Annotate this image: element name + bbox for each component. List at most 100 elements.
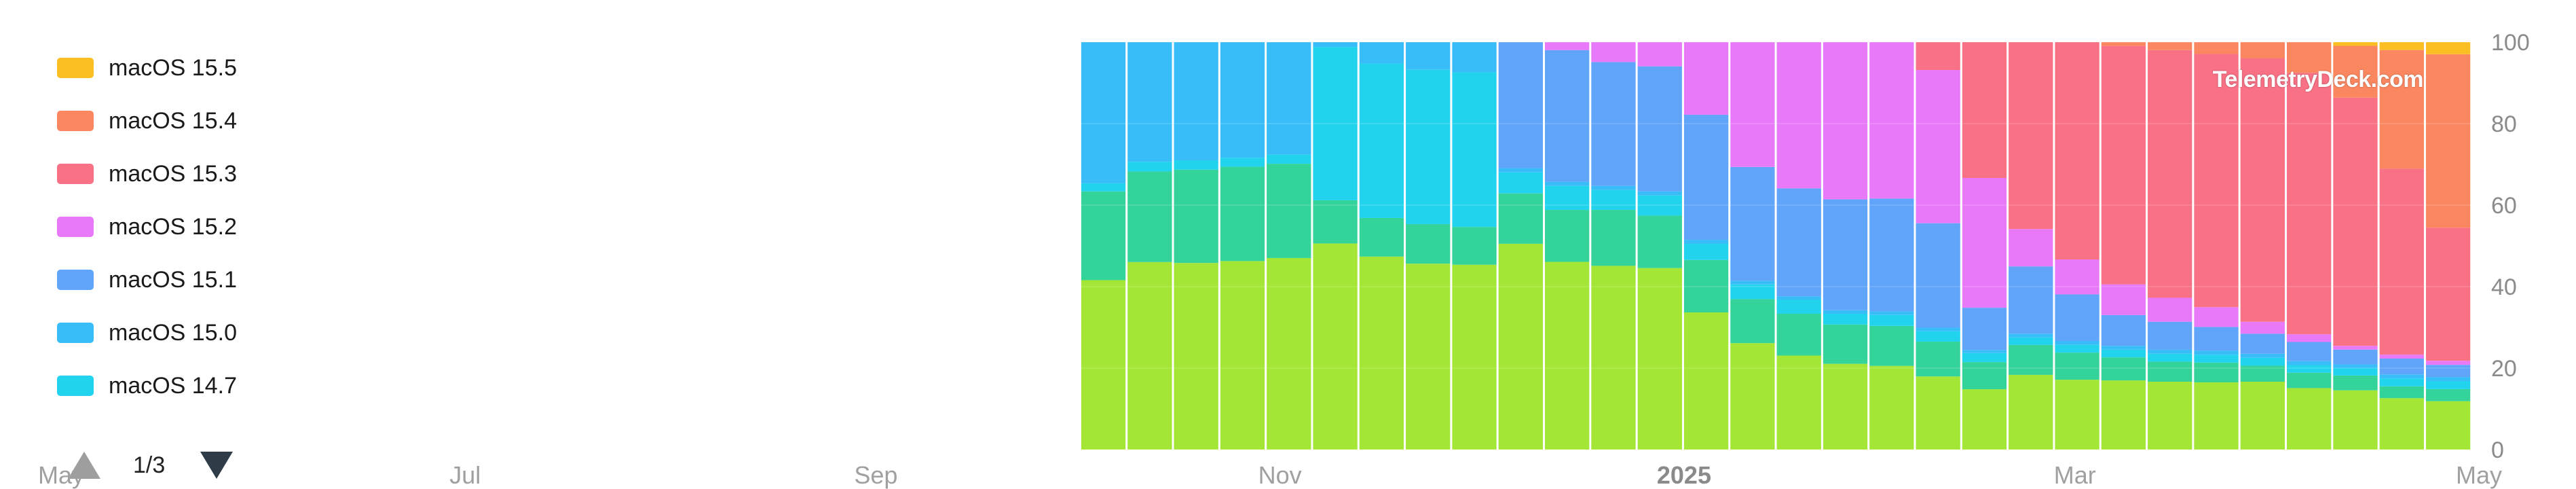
bar-segment [1823, 199, 1868, 310]
legend-swatch [54, 161, 96, 187]
bar-segment [2148, 321, 2192, 350]
bar-segment [2148, 353, 2192, 362]
bar-segment [2333, 364, 2378, 368]
bar-segment [1127, 162, 1172, 172]
bar-segment [2240, 333, 2285, 354]
bar-segment [2101, 284, 2146, 315]
bar-segment [1220, 42, 1265, 158]
bar-segment [2425, 42, 2471, 54]
bar-segment [2333, 42, 2378, 46]
bar-segment [2425, 228, 2471, 361]
bar-segment [2148, 42, 2192, 50]
bar-segment [1174, 160, 1218, 170]
bar-segment [1962, 389, 2007, 450]
bar-segment [1730, 42, 1775, 167]
bar-segment [1591, 42, 1636, 62]
bar-segment [2101, 46, 2146, 285]
bar-segment [2194, 350, 2239, 355]
bar-segment [1220, 166, 1265, 261]
bar-segment [2148, 382, 2192, 450]
bar-segment [2148, 297, 2192, 322]
bar-segment [1776, 355, 1821, 450]
bar-segment [1359, 63, 1404, 218]
bar-segment [1313, 243, 1358, 450]
bar-segment [1267, 164, 1311, 258]
bar-segment [2148, 349, 2192, 354]
bar-segment [2240, 357, 2285, 366]
bar-segment [1730, 280, 1775, 285]
bar-segment [2009, 42, 2053, 230]
bar-segment [1591, 62, 1636, 186]
bar-segment [1406, 223, 1451, 264]
bar-segment [1081, 183, 1126, 192]
bar-segment [2055, 294, 2099, 341]
bar-segment [1406, 264, 1451, 450]
bar-segment [2240, 353, 2285, 358]
legend-page-down-icon[interactable] [200, 452, 234, 479]
bar-segment [2425, 377, 2471, 382]
bar-segment [2055, 352, 2099, 380]
bar-segment [1869, 198, 1914, 312]
x-tick-label: Nov [1258, 461, 1302, 489]
legend-label: macOS 15.5 [109, 54, 237, 81]
bar-segment [2286, 334, 2332, 342]
legend-swatch [54, 214, 96, 240]
bar-segment [2101, 346, 2146, 350]
x-tick-label: 2025 [1657, 461, 1711, 489]
bar-segment [1544, 181, 1590, 186]
bar-segment [1823, 324, 1868, 364]
legend-label: macOS 15.0 [109, 319, 237, 346]
legend-item[interactable]: macOS 15.3 [54, 153, 237, 194]
bar-segment [2194, 382, 2239, 450]
bar-segment [1313, 47, 1358, 200]
bar-segment [1869, 365, 1914, 450]
bar-segment [1452, 42, 1497, 73]
legend-item[interactable]: macOS 14.7 [54, 365, 237, 406]
bar-segment [2286, 372, 2332, 388]
bar-segment [1776, 188, 1821, 297]
bar-segment [1081, 191, 1126, 280]
bar-segment [2333, 349, 2378, 365]
bar-segment [1544, 50, 1590, 182]
legend-swatch [54, 320, 96, 346]
bar-segment [1869, 42, 1914, 199]
bar-segment [1498, 243, 1543, 450]
bar-segment [1127, 42, 1172, 162]
bar-segment [1313, 200, 1358, 244]
bar-segment [1452, 72, 1497, 228]
bar-segment [2425, 54, 2471, 228]
bar-segment [2240, 321, 2285, 334]
y-tick-label: 80 [2491, 111, 2517, 137]
bar-segment [1127, 171, 1172, 262]
legend-item[interactable]: macOS 15.4 [54, 101, 237, 141]
bar-segment [1916, 70, 1960, 223]
legend-item[interactable]: macOS 15.2 [54, 206, 237, 247]
bar-segment [1591, 185, 1636, 190]
bar-segment [2194, 362, 2239, 382]
bar-segment [1359, 42, 1404, 64]
bar-segment [1174, 42, 1218, 161]
bar-segment [1776, 300, 1821, 314]
legend-item[interactable]: macOS 15.0 [54, 312, 237, 353]
bar-segment [1174, 263, 1218, 450]
bar-segment [2425, 388, 2471, 401]
legend: macOS 15.5 macOS 15.4 macOS 15.3 macOS 1… [41, 42, 272, 450]
legend-item[interactable]: macOS 15.1 [54, 259, 237, 300]
legend-page-up-icon[interactable] [68, 452, 100, 479]
bar-segment [2333, 46, 2378, 98]
bar-segment [1267, 154, 1311, 164]
bar-segment [1916, 376, 1960, 450]
bar-segment [2425, 401, 2471, 450]
legend-item[interactable]: macOS 15.5 [54, 48, 237, 88]
bar-segment [2379, 359, 2424, 375]
bar-segment [2101, 380, 2146, 450]
bar-segment [1267, 257, 1311, 450]
bar-segment [1683, 312, 1729, 450]
bar-segment [1776, 42, 1821, 189]
bar-segment [1730, 343, 1775, 450]
x-tick-label: May [2456, 461, 2502, 489]
bar-segment [1127, 261, 1172, 450]
bar-segment [2286, 42, 2332, 73]
legend-swatch [54, 373, 96, 399]
bar-segment [2148, 50, 2192, 298]
